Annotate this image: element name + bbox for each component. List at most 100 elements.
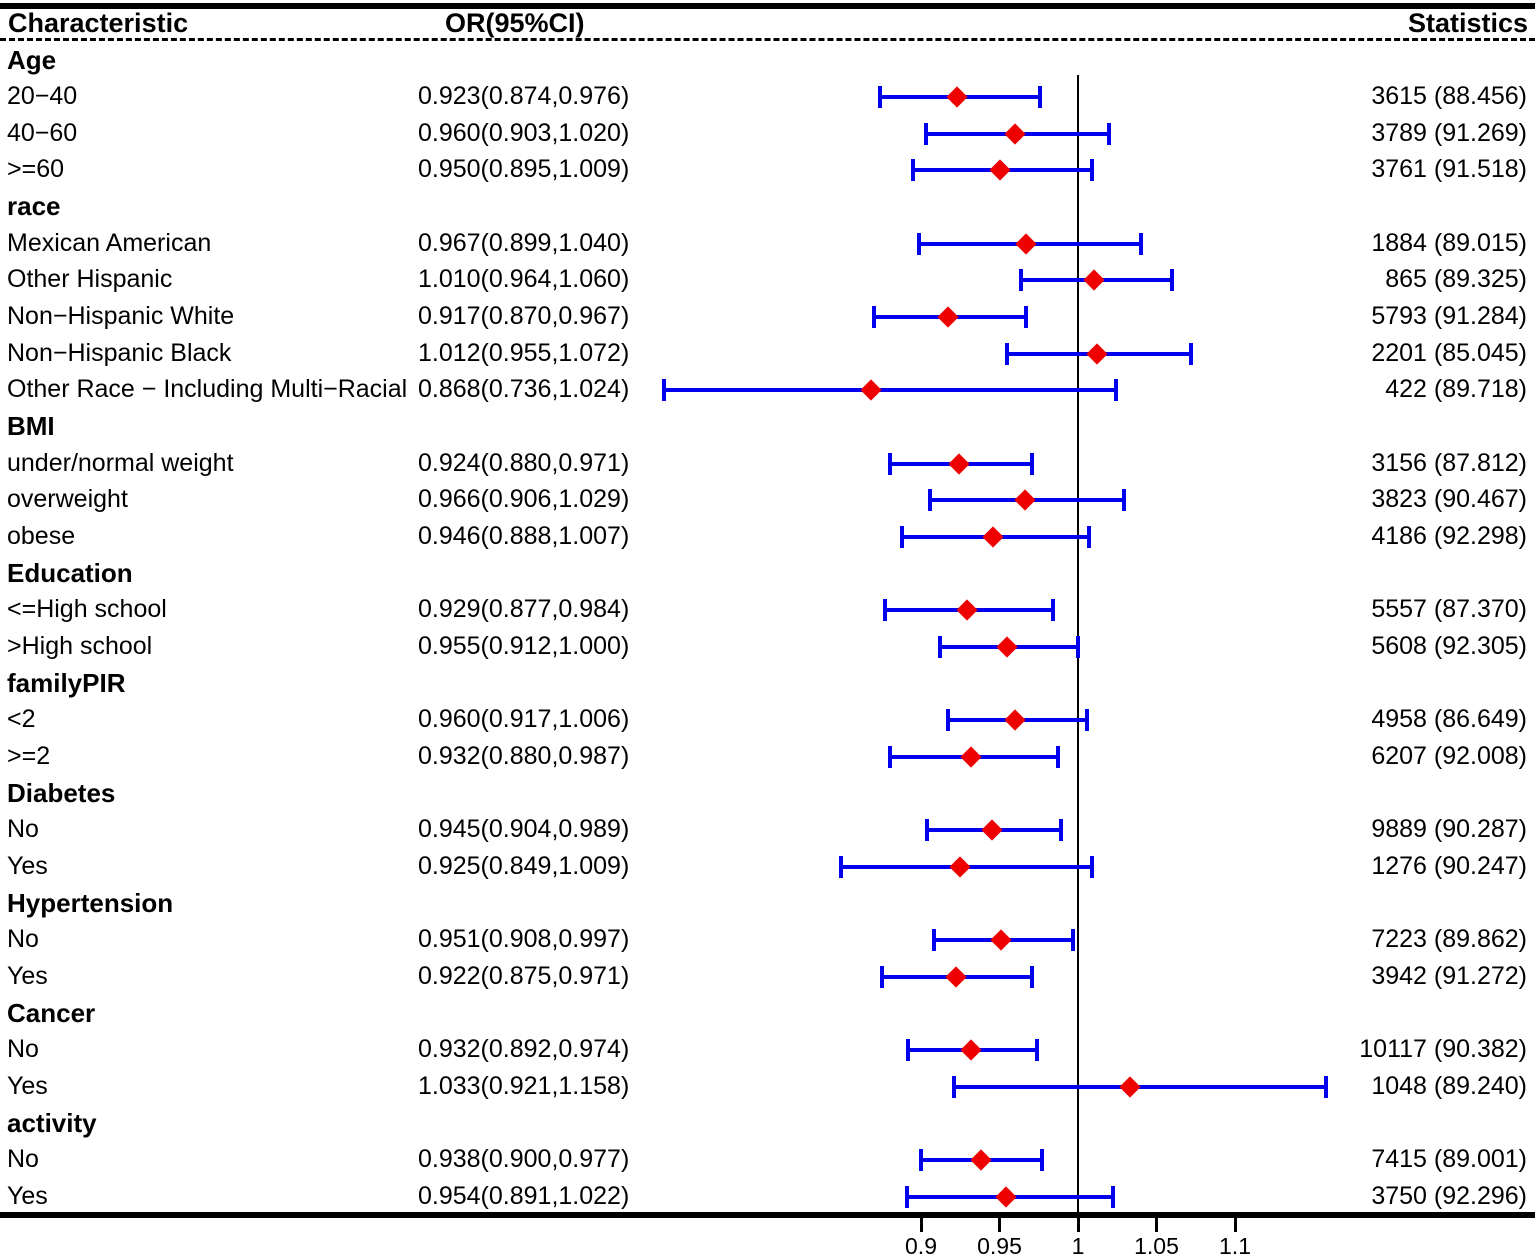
ci-cap-left xyxy=(919,1149,923,1172)
ci-cap-left xyxy=(887,452,892,475)
statistics-value: 7223 (89.862) xyxy=(1371,925,1527,954)
or-ci-value: 1.010(0.964,1.060) xyxy=(418,265,630,294)
characteristic-label: >=2 xyxy=(7,741,51,770)
ci-cap-left xyxy=(917,232,922,255)
or-point-marker xyxy=(960,746,982,768)
group-label: familyPIR xyxy=(7,667,126,698)
ci-cap-left xyxy=(882,599,887,622)
statistics-value: 3823 (90.467) xyxy=(1371,485,1527,514)
group-row: BMI xyxy=(0,409,1535,446)
statistics-value: 2201 (85.045) xyxy=(1371,338,1527,367)
forest-row: Yes 0.954(0.891,1.022) 3750 (92.296) xyxy=(0,1178,1535,1215)
characteristic-label: Mexican American xyxy=(7,228,212,257)
or-ci-value: 0.925(0.849,1.009) xyxy=(418,851,630,880)
ci-cap-left xyxy=(661,379,666,402)
characteristic-label: overweight xyxy=(7,485,128,514)
statistics-value: 3761 (91.518) xyxy=(1371,155,1527,184)
forest-row: Yes 1.033(0.921,1.158) 1048 (89.240) xyxy=(0,1068,1535,1105)
ci-cap-left xyxy=(887,746,892,769)
characteristic-label: Yes xyxy=(7,851,48,880)
group-label: Diabetes xyxy=(7,777,116,808)
group-label: Hypertension xyxy=(7,887,174,918)
statistics-value: 10117 (90.382) xyxy=(1359,1035,1527,1064)
or-point-marker xyxy=(990,929,1012,951)
ci-line xyxy=(663,388,1116,393)
forest-row: overweight 0.966(0.906,1.029) 3823 (90.467… xyxy=(0,482,1535,519)
group-label: Education xyxy=(7,557,133,588)
or-ci-value: 0.923(0.874,0.976) xyxy=(418,82,630,111)
forest-row: Other Race − Including Multi−Racial 0.868… xyxy=(0,372,1535,409)
ci-cap-right xyxy=(1050,599,1055,622)
x-axis-tick xyxy=(919,1218,923,1232)
ci-cap-left xyxy=(951,1075,956,1098)
statistics-value: 5608 (92.305) xyxy=(1371,631,1527,660)
or-ci-value: 0.946(0.888,1.007) xyxy=(418,521,630,550)
characteristic-label: Non−Hispanic Black xyxy=(7,338,232,367)
forest-row: Non−Hispanic White 0.917(0.870,0.967) 5793… xyxy=(0,299,1535,336)
ci-cap-right xyxy=(1090,856,1095,879)
characteristic-label: No xyxy=(7,1145,39,1174)
ci-cap-right xyxy=(1024,306,1029,329)
column-header-or-ci: OR(95%CI) xyxy=(445,8,585,38)
characteristic-label: Yes xyxy=(7,1071,48,1100)
forest-row: No 0.945(0.904,0.989) 9889 (90.287) xyxy=(0,812,1535,849)
or-point-marker xyxy=(996,636,1018,658)
or-point-marker xyxy=(1086,343,1108,365)
forest-row: 20−40 0.923(0.874,0.976) 3615 (88.456) xyxy=(0,79,1535,116)
group-label: activity xyxy=(7,1107,97,1138)
characteristic-label: Yes xyxy=(7,1181,48,1210)
or-point-marker xyxy=(981,819,1003,841)
ci-cap-right xyxy=(1085,709,1090,732)
or-ci-value: 0.960(0.903,1.020) xyxy=(418,118,630,147)
x-axis-tick-label: 1 xyxy=(1071,1233,1085,1259)
forest-row: 40−60 0.960(0.903,1.020) 3789 (91.269) xyxy=(0,115,1535,152)
or-point-marker xyxy=(1015,233,1037,255)
ci-cap-left xyxy=(923,122,928,145)
forest-row: under/normal weight 0.924(0.880,0.971) 315… xyxy=(0,445,1535,482)
ci-cap-left xyxy=(900,526,905,549)
ci-cap-right xyxy=(1113,379,1118,402)
group-row: Education xyxy=(0,555,1535,592)
x-axis-tick-label: 1.05 xyxy=(1134,1233,1179,1259)
or-ci-value: 0.868(0.736,1.024) xyxy=(418,375,630,404)
or-point-marker xyxy=(949,856,971,878)
or-point-marker xyxy=(1083,269,1105,292)
characteristic-label: Yes xyxy=(7,961,48,990)
forest-row: >=60 0.950(0.895,1.009) 3761 (91.518) xyxy=(0,152,1535,189)
or-point-marker xyxy=(944,966,967,988)
ci-cap-right xyxy=(1071,929,1076,952)
or-ci-value: 0.960(0.917,1.006) xyxy=(418,705,630,734)
ci-cap-right xyxy=(1035,1039,1040,1062)
ci-cap-left xyxy=(904,1185,909,1208)
characteristic-label: >=60 xyxy=(7,155,65,184)
ci-cap-left xyxy=(931,929,936,952)
statistics-value: 1276 (90.247) xyxy=(1371,851,1527,880)
characteristic-label: obese xyxy=(7,521,76,550)
statistics-value: 5793 (91.284) xyxy=(1371,302,1527,331)
ci-cap-right xyxy=(1138,232,1143,255)
statistics-value: 3789 (91.269) xyxy=(1371,118,1527,147)
statistics-value: 1884 (89.015) xyxy=(1371,228,1527,257)
ci-cap-right xyxy=(1110,1185,1115,1208)
ci-cap-right xyxy=(1170,269,1175,292)
or-ci-value: 0.951(0.908,0.997) xyxy=(418,925,630,954)
column-header-characteristic: Characteristic xyxy=(8,8,189,38)
group-row: familyPIR xyxy=(0,665,1535,702)
x-axis-tick-label: 0.9 xyxy=(905,1233,937,1259)
forest-row: >High school 0.955(0.912,1.000) 5608 (92.3… xyxy=(0,629,1535,666)
characteristic-label: No xyxy=(7,815,39,844)
top-rule xyxy=(0,3,1535,9)
ci-cap-right xyxy=(1189,342,1194,365)
x-axis-tick-label: 0.95 xyxy=(977,1233,1022,1259)
or-point-marker xyxy=(1004,709,1026,731)
forest-row: Other Hispanic 1.010(0.964,1.060) 865 (89.… xyxy=(0,262,1535,299)
or-point-marker xyxy=(1014,489,1036,512)
characteristic-label: Non−Hispanic White xyxy=(7,302,235,331)
characteristic-label: >High school xyxy=(7,631,153,660)
statistics-value: 4186 (92.298) xyxy=(1371,521,1527,550)
statistics-value: 7415 (89.001) xyxy=(1371,1145,1527,1174)
ci-cap-right xyxy=(1121,489,1126,512)
ci-cap-right xyxy=(1324,1075,1329,1098)
statistics-value: 865 (89.325) xyxy=(1385,265,1527,294)
forest-row: Non−Hispanic Black 1.012(0.955,1.072) 2201… xyxy=(0,335,1535,372)
